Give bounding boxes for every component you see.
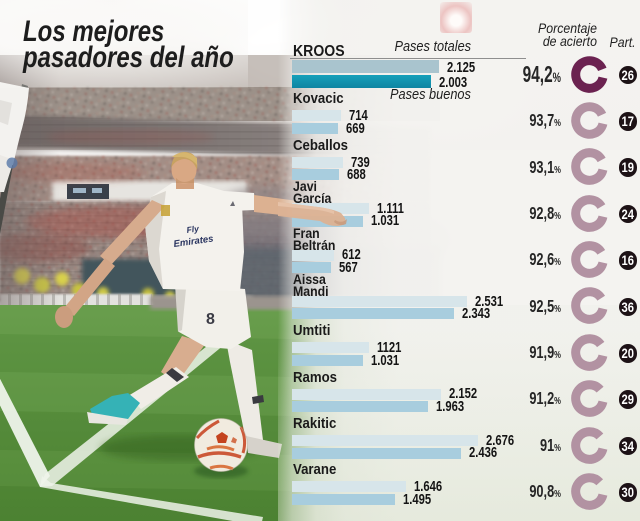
svg-text:8: 8 (206, 311, 215, 328)
svg-text:Fly: Fly (186, 223, 201, 235)
